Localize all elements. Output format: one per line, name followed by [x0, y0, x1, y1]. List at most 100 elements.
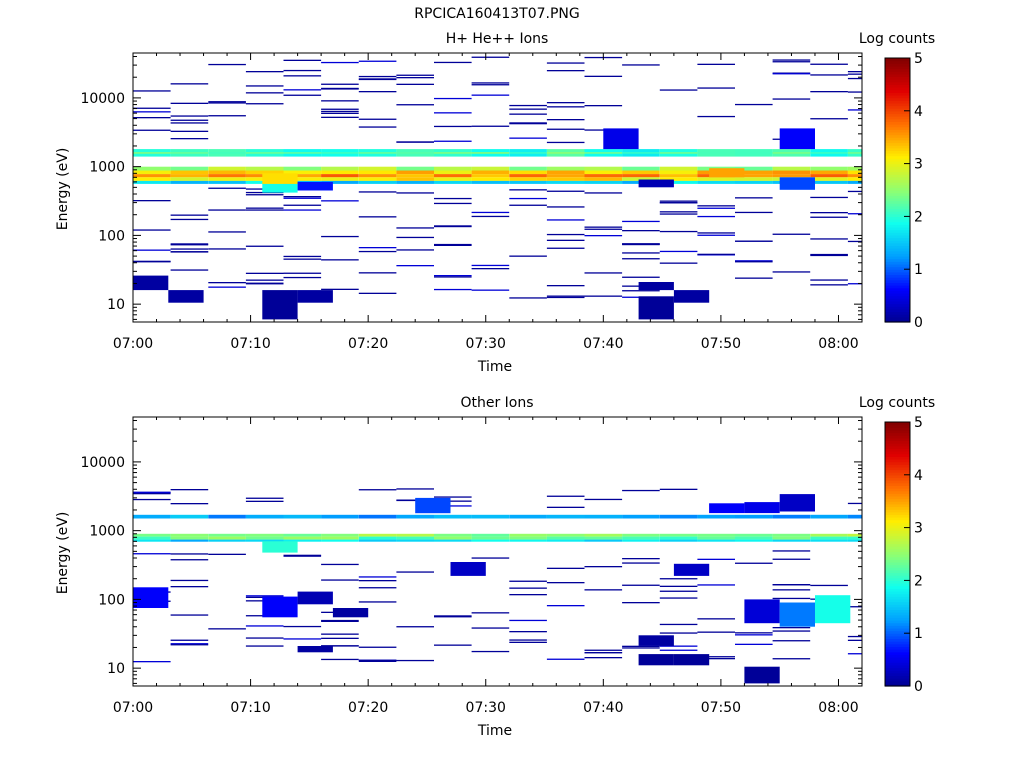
colorbar-swatch [885, 155, 910, 159]
energy-band-bin [208, 174, 246, 178]
colorbar-swatch [885, 145, 910, 149]
energy-band-bin [170, 170, 209, 175]
sparse-count-bin [584, 589, 623, 591]
energy-band-bin [546, 152, 585, 154]
count-patch [262, 173, 298, 184]
colorbar-swatch [885, 258, 910, 262]
energy-band-bin [847, 514, 862, 519]
sparse-count-bin [245, 625, 284, 627]
colorbar-swatch [885, 588, 910, 592]
sparse-count-bin [170, 130, 209, 132]
sparse-count-bin [208, 187, 246, 189]
sparse-count-bin [170, 119, 209, 121]
sparse-count-bin [471, 627, 510, 629]
colorbar-swatch [885, 81, 910, 85]
colorbar-swatch [885, 124, 910, 128]
energy-band-bin [133, 539, 171, 542]
sparse-count-bin [810, 279, 848, 281]
energy-band-bin [810, 174, 848, 178]
colorbar-swatch [885, 176, 910, 181]
colorbar-swatch [885, 540, 910, 545]
sparse-count-bin [471, 268, 510, 270]
colorbar-swatch [885, 662, 910, 666]
energy-band-bin [584, 166, 623, 171]
colorbar-swatch [885, 221, 910, 225]
energy-band-bin [659, 174, 698, 178]
sparse-count-bin [283, 638, 322, 640]
sparse-count-bin [170, 122, 209, 124]
colorbar-tick-label: 0 [914, 679, 923, 695]
x-tick-label: 07:10 [230, 700, 270, 716]
colorbar-swatch [885, 424, 910, 428]
colorbar-swatch [885, 295, 910, 299]
energy-band-bin [659, 152, 698, 154]
energy-band-bin [208, 166, 246, 171]
sparse-count-bin [170, 489, 209, 491]
energy-band-bin [283, 166, 322, 171]
count-patch [744, 666, 780, 684]
colorbar-swatch [885, 303, 910, 307]
energy-band-bin [584, 177, 623, 181]
sparse-count-bin [659, 89, 698, 91]
colorbar-swatch [885, 432, 910, 436]
y-tick-label: 10 [107, 297, 125, 313]
colorbar-swatch [885, 266, 910, 270]
energy-band-bin [622, 533, 660, 537]
energy-band-bin [208, 514, 246, 519]
energy-band-bin [772, 514, 811, 519]
sparse-count-bin [471, 612, 510, 614]
energy-band-bin [772, 166, 811, 171]
sparse-count-bin [659, 585, 698, 587]
energy-band-bin [509, 533, 547, 537]
sparse-count-bin [509, 204, 547, 206]
energy-band-bin [133, 180, 171, 184]
sparse-count-bin [546, 495, 585, 497]
sparse-count-bin [735, 197, 773, 199]
sparse-count-bin [283, 204, 322, 206]
energy-band-bin [697, 177, 735, 181]
energy-band-bin [396, 514, 434, 519]
sparse-count-bin [133, 498, 171, 501]
energy-band-bin [847, 177, 862, 181]
sparse-count-bin [509, 631, 547, 633]
energy-band-bin [584, 170, 623, 175]
energy-band-bin [622, 166, 660, 171]
energy-band-bin [735, 514, 773, 519]
colorbar-swatch [885, 190, 910, 194]
sparse-count-bin [208, 628, 246, 630]
sparse-count-bin [772, 658, 811, 660]
sparse-count-bin [622, 276, 660, 278]
colorbar-swatch [885, 443, 910, 447]
colorbar-swatch [885, 551, 910, 555]
count-patch [638, 296, 674, 320]
plot-frame [132, 416, 863, 687]
energy-band-bin [208, 152, 246, 154]
energy-band-bin [847, 174, 862, 178]
colorbar-swatch [885, 546, 910, 550]
sparse-count-bin [810, 196, 848, 199]
energy-band-bin [133, 514, 171, 519]
colorbar-swatch [885, 142, 910, 146]
energy-band-bin [622, 514, 660, 519]
colorbar-swatch [885, 554, 910, 558]
colorbar-swatch [885, 205, 910, 210]
energy-band-bin [509, 174, 547, 178]
sparse-count-bin [358, 601, 397, 603]
energy-band-bin [659, 170, 698, 175]
colorbar-swatch [885, 572, 910, 576]
sparse-count-bin [170, 243, 209, 245]
colorbar-swatch [885, 274, 910, 278]
energy-band-bin [509, 152, 547, 154]
energy-band-bin [133, 166, 171, 171]
sparse-count-bin [735, 562, 773, 564]
colorbar-swatch [885, 58, 910, 62]
sparse-count-bin [358, 216, 397, 218]
sparse-count-bin [321, 200, 359, 202]
sparse-count-bin [546, 102, 585, 104]
colorbar-swatch [885, 282, 910, 286]
sparse-count-bin [358, 118, 397, 120]
energy-band-bin [283, 533, 322, 537]
energy-band-bin [810, 514, 848, 519]
sparse-count-bin [321, 579, 359, 581]
colorbar-swatch [885, 448, 910, 452]
